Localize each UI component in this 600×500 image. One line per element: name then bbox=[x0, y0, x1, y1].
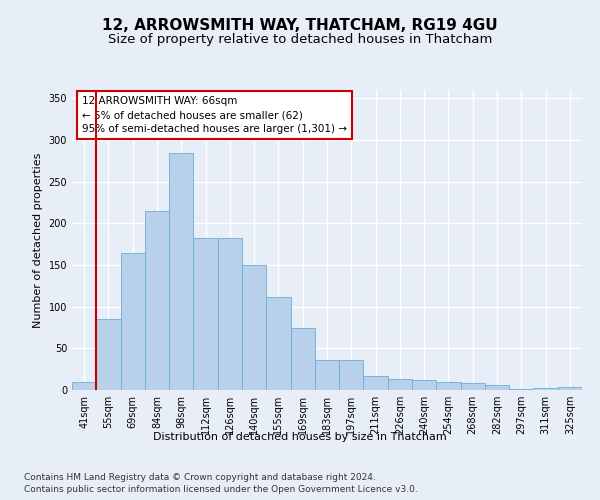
Bar bbox=[412, 380, 436, 390]
Text: Distribution of detached houses by size in Thatcham: Distribution of detached houses by size … bbox=[153, 432, 447, 442]
Bar bbox=[461, 384, 485, 390]
Text: 12 ARROWSMITH WAY: 66sqm
← 5% of detached houses are smaller (62)
95% of semi-de: 12 ARROWSMITH WAY: 66sqm ← 5% of detache… bbox=[82, 96, 347, 134]
Text: Contains HM Land Registry data © Crown copyright and database right 2024.: Contains HM Land Registry data © Crown c… bbox=[24, 472, 376, 482]
Text: 12, ARROWSMITH WAY, THATCHAM, RG19 4GU: 12, ARROWSMITH WAY, THATCHAM, RG19 4GU bbox=[102, 18, 498, 32]
Bar bbox=[388, 379, 412, 390]
Bar bbox=[290, 328, 315, 390]
Bar bbox=[193, 238, 218, 390]
Bar bbox=[242, 265, 266, 390]
Y-axis label: Number of detached properties: Number of detached properties bbox=[33, 152, 43, 328]
Bar bbox=[121, 252, 145, 390]
Bar bbox=[96, 319, 121, 390]
Bar bbox=[436, 382, 461, 390]
Bar bbox=[509, 389, 533, 390]
Bar bbox=[558, 386, 582, 390]
Text: Contains public sector information licensed under the Open Government Licence v3: Contains public sector information licen… bbox=[24, 485, 418, 494]
Bar bbox=[364, 376, 388, 390]
Bar bbox=[533, 388, 558, 390]
Bar bbox=[485, 385, 509, 390]
Bar bbox=[315, 360, 339, 390]
Bar bbox=[339, 360, 364, 390]
Bar bbox=[218, 238, 242, 390]
Bar bbox=[72, 382, 96, 390]
Text: Size of property relative to detached houses in Thatcham: Size of property relative to detached ho… bbox=[108, 32, 492, 46]
Bar bbox=[145, 211, 169, 390]
Bar bbox=[169, 152, 193, 390]
Bar bbox=[266, 296, 290, 390]
